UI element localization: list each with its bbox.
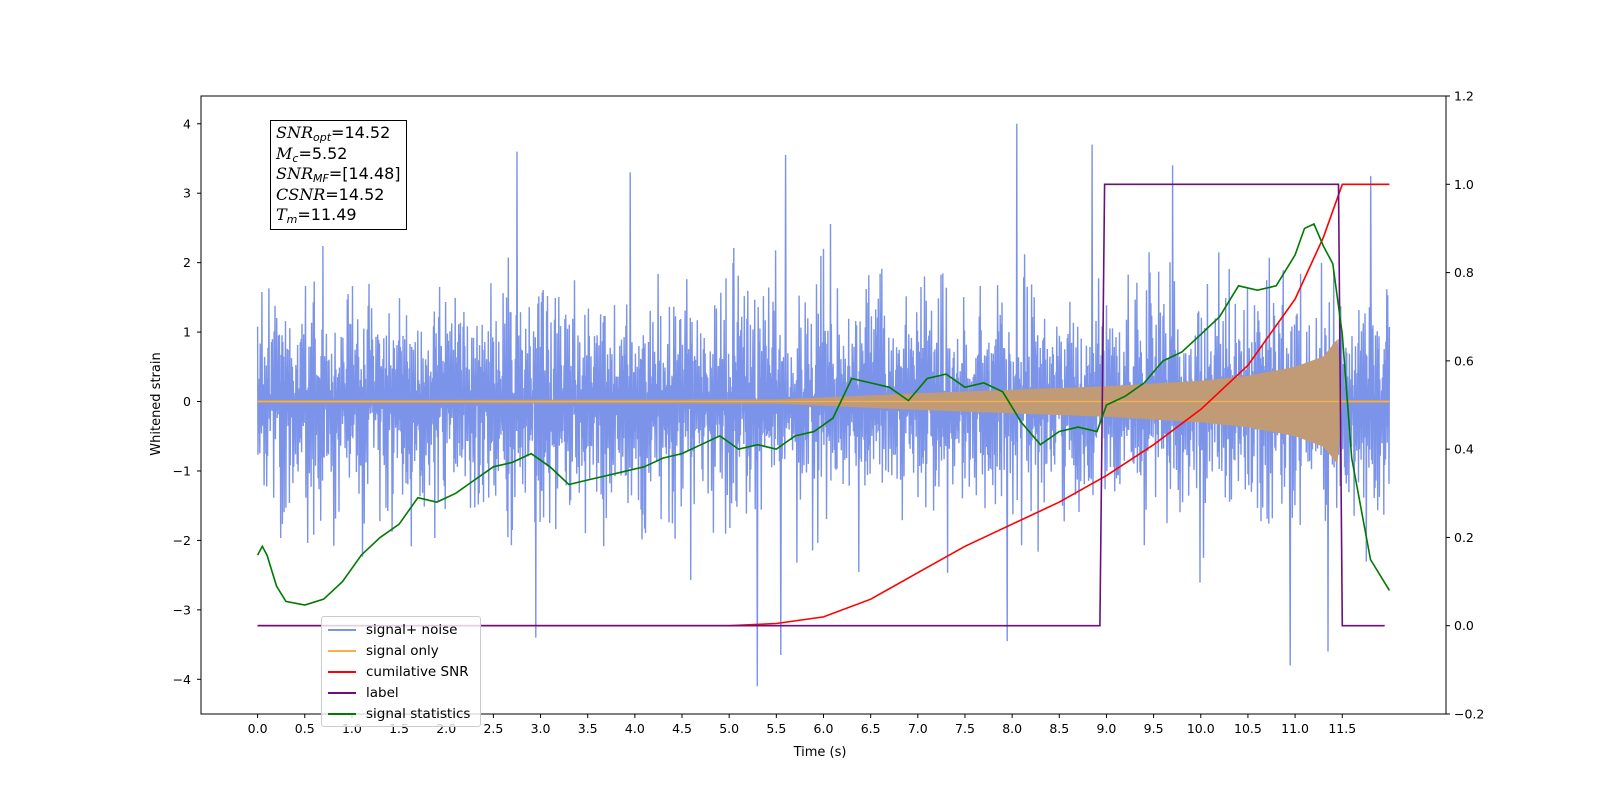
annotation-row: SNRMF=[14.48] (276, 164, 401, 185)
x-axis-label: Time (s) (793, 745, 847, 760)
annotation-symbol: T (276, 205, 287, 224)
y2-tick-label: 0.6 (1454, 353, 1474, 368)
x-tick-label: 4.5 (672, 721, 692, 736)
y2-tick-label: −0.2 (1454, 707, 1484, 722)
y2-tick-label: 1.2 (1454, 89, 1474, 104)
legend-label: signal statistics (366, 705, 471, 722)
x-tick-label: 2.5 (483, 721, 503, 736)
annotation-value: =14.52 (331, 123, 391, 142)
annotation-symbol: CSNR (276, 184, 326, 204)
x-tick-label: 0.0 (248, 721, 268, 736)
y-tick-label: −2 (173, 533, 191, 548)
y-tick-label: 3 (183, 186, 191, 201)
x-tick-label: 7.0 (908, 721, 928, 736)
x-tick-label: 10.5 (1234, 721, 1262, 736)
legend-item: cumilative SNR (322, 662, 480, 683)
legend-swatch (328, 670, 356, 673)
annotation-value: =5.52 (298, 143, 348, 163)
legend-item: signal statistics (322, 703, 480, 724)
y-axis-label: Whitened strain (149, 352, 164, 455)
stats-annotation-box: SNRopt=14.52 Mc=5.52 SNRMF=[14.48] CSNR=14.… (270, 120, 407, 230)
legend-swatch (328, 629, 356, 632)
legend-swatch (328, 691, 356, 694)
annotation-value: =[14.48] (328, 164, 401, 183)
legend: signal+ noise signal only cumilative SNR la… (321, 616, 481, 727)
annotation-subscript: MF (313, 172, 329, 185)
x-tick-label: 8.0 (1002, 721, 1022, 736)
annotation-subscript: c (292, 151, 299, 165)
annotation-symbol: M (276, 143, 293, 163)
annotation-symbol: SNR (276, 164, 314, 183)
x-tick-label: 6.0 (814, 721, 834, 736)
label-line (257, 183, 1385, 627)
y-tick-label: −3 (173, 602, 191, 617)
x-tick-label: 3.0 (531, 721, 551, 736)
x-tick-label: 3.5 (578, 721, 598, 736)
x-tick-label: 10.0 (1187, 721, 1215, 736)
y2-tick-label: 1.0 (1454, 177, 1474, 192)
annotation-value: =14.52 (325, 184, 385, 204)
y2-tick-label: 0.8 (1454, 265, 1474, 280)
y-tick-label: 1 (183, 325, 191, 340)
x-tick-label: 11.5 (1328, 721, 1356, 736)
x-tick-label: 5.5 (766, 721, 786, 736)
legend-swatch (328, 650, 356, 653)
signal-statistics-line (256, 222, 1391, 606)
x-tick-label: 6.5 (861, 721, 881, 736)
x-tick-label: 0.5 (295, 721, 315, 736)
legend-item: signal only (322, 641, 480, 662)
y2-tick-label: 0.4 (1454, 442, 1474, 457)
annotation-symbol: SNR (276, 123, 314, 142)
legend-label: label (366, 684, 399, 701)
x-tick-label: 5.0 (719, 721, 739, 736)
annotation-row: Mc=5.52 (276, 144, 401, 165)
y-tick-label: 2 (183, 255, 191, 270)
annotation-row: Tm=11.49 (276, 205, 401, 226)
x-tick-label: 9.5 (1144, 721, 1164, 736)
x-tick-label: 8.5 (1049, 721, 1069, 736)
y-tick-label: −4 (173, 672, 191, 687)
legend-swatch (328, 712, 356, 715)
plot-area (256, 123, 1391, 687)
legend-item: label (322, 682, 480, 703)
y-tick-label: 4 (183, 116, 191, 131)
legend-label: cumilative SNR (366, 663, 469, 680)
x-tick-label: 4.0 (625, 721, 645, 736)
x-tick-label: 11.0 (1281, 721, 1309, 736)
x-tick-label: 9.0 (1097, 721, 1117, 736)
annotation-subscript: m (286, 213, 298, 226)
legend-item: signal+ noise (322, 620, 480, 641)
legend-label: signal only (366, 643, 439, 660)
y2-tick-label: 0.2 (1454, 530, 1474, 545)
annotation-subscript: opt (313, 131, 332, 144)
annotation-row: SNRopt=14.52 (276, 123, 401, 144)
legend-label: signal+ noise (366, 622, 458, 639)
x-tick-label: 7.5 (955, 721, 975, 736)
annotation-value: =11.49 (297, 205, 357, 224)
y2-tick-label: 0.0 (1454, 618, 1474, 633)
y-tick-label: −1 (173, 463, 191, 478)
annotation-row: CSNR=14.52 (276, 185, 401, 206)
y-tick-label: 0 (183, 394, 191, 409)
